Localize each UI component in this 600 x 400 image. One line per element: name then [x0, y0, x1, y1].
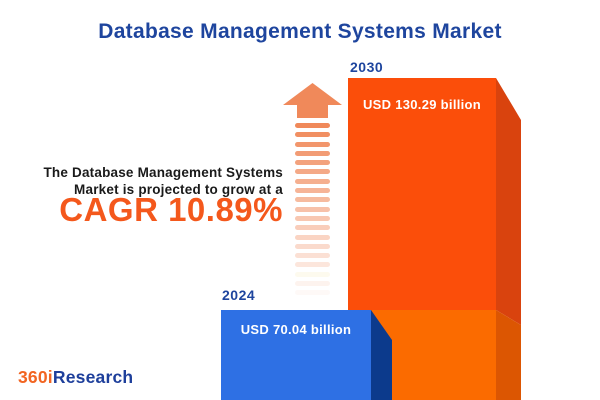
arrow-dash — [295, 197, 330, 203]
arrow-dash — [295, 206, 330, 212]
arrow-dash — [295, 123, 330, 128]
arrow-dash — [295, 225, 330, 231]
arrow-dash — [295, 253, 330, 259]
arrow-dash — [295, 178, 330, 184]
arrow-dash — [295, 150, 330, 156]
arrow-dash — [295, 281, 330, 287]
subtitle-line1: The Database Management Systems — [43, 165, 283, 180]
bar-2030-side-upper — [496, 78, 521, 325]
arrow-dash — [295, 169, 330, 175]
arrow-dash — [295, 160, 330, 166]
arrow-dash — [295, 215, 330, 221]
arrow-dash — [295, 271, 330, 277]
growth-arrow — [283, 81, 342, 300]
bar-2024-side — [371, 310, 392, 400]
arrow-dash — [295, 132, 330, 138]
bar-label-2030: 2030 — [350, 59, 384, 75]
company-logo: 360iResearch — [18, 367, 133, 388]
page-title: Database Management Systems Market — [98, 20, 502, 43]
bar-label-2024: 2024 — [222, 287, 256, 303]
bar-2030-side-lower — [496, 310, 521, 400]
arrow-dash — [295, 243, 330, 249]
arrow-dash — [295, 188, 330, 194]
arrow-dash — [295, 262, 330, 268]
logo-part-research: Research — [52, 367, 134, 387]
arrow-dash — [295, 141, 330, 147]
subtitle: The Database Management Systems Market i… — [10, 164, 283, 226]
arrow-dash — [295, 290, 330, 296]
growth-arrow-dashes — [283, 123, 342, 296]
bar-2030-front-upper — [348, 78, 496, 310]
arrow-dash — [295, 234, 330, 240]
arrow-up-icon — [283, 83, 342, 118]
bar-value-2030: USD 130.29 billion — [362, 97, 482, 112]
arrow-head-shape — [283, 83, 342, 118]
logo-part-360i: 360i — [18, 367, 53, 387]
bar-2024-front — [221, 310, 371, 400]
subtitle-line2: Market is projected to grow at a — [74, 182, 283, 197]
bar-value-2024: USD 70.04 billion — [240, 322, 352, 337]
